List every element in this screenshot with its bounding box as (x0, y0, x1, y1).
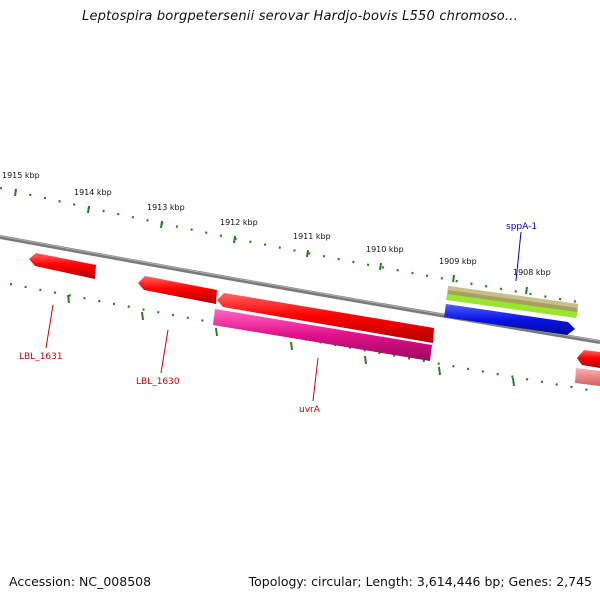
label-connectors (45, 231, 522, 402)
gene-LBL_1630[interactable] (138, 276, 217, 304)
gene-label-LBL_1631: LBL_1631 (19, 352, 63, 362)
ruler-label-1913: 1913 kbp (147, 203, 185, 212)
gene-right-pink-partial[interactable] (575, 368, 600, 386)
gene-sppA-1[interactable] (444, 304, 575, 335)
ruler-label-1908: 1908 kbp (513, 268, 551, 277)
accession-text: Accession: NC_008508 (9, 574, 152, 589)
ruler-label-1912: 1912 kbp (220, 218, 258, 227)
gene-label-sppA-1: sppA-1 (506, 222, 537, 232)
gene-label-LBL_1630: LBL_1630 (136, 377, 180, 387)
topology-summary: Topology: circular; Length: 3,614,446 bp… (248, 574, 592, 589)
chromosome-backbone (0, 235, 600, 344)
map-title: Leptospira borgpetersenii serovar Hardjo… (82, 9, 518, 24)
ruler-label-1910: 1910 kbp (366, 245, 404, 254)
inner-ruler (9, 282, 600, 394)
outer-ruler (0, 186, 579, 304)
gene-green-feature[interactable] (446, 294, 577, 318)
ruler-label-1915: 1915 kbp (2, 171, 40, 180)
gene-LBL_1631[interactable] (29, 253, 96, 279)
ruler-label-1911: 1911 kbp (293, 232, 331, 241)
ruler-labels: 1915 kbp 1914 kbp 1913 kbp 1912 kbp 1911… (2, 171, 551, 277)
ruler-label-1914: 1914 kbp (74, 188, 112, 197)
gene-right-red-partial[interactable] (577, 350, 600, 368)
gene-uvrA-region-red[interactable] (217, 293, 434, 343)
ruler-label-1909: 1909 kbp (439, 257, 477, 266)
gene-uvrA[interactable] (213, 309, 432, 361)
gene-label-uvrA: uvrA (299, 405, 321, 415)
